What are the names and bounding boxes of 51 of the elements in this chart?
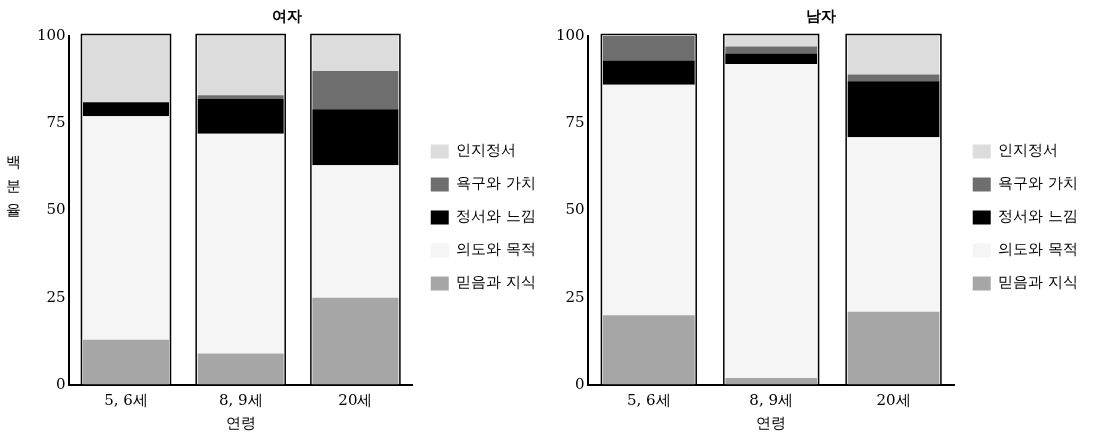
bar [725,36,818,47]
y-tick-label: 0 [575,374,585,393]
x-tick-label: 8, 9세 [218,390,263,409]
legend-label: 의도와 목적 [998,240,1079,259]
legend-label: 욕구와 가치 [998,174,1079,193]
x-tick-label: 8, 9세 [749,390,793,409]
bar [312,297,399,385]
bar [197,36,284,96]
legend-label: 의도와 목적 [456,240,537,259]
bar [725,46,818,54]
legend-label: 믿음과 지식 [456,273,537,292]
bar [312,70,399,110]
y-tick-label: 0 [56,374,66,393]
legend-label: 정서와 느낌 [456,207,537,226]
y-tick-label: 75 [565,113,585,132]
bar [602,315,695,385]
y-tick-label: 100 [36,25,66,44]
x-axis-title: 연령 [756,413,787,432]
legend-label: 욕구와 가치 [456,174,537,193]
bar [602,36,695,61]
bar [602,84,695,316]
legend-label: 인지정서 [998,141,1059,160]
x-tick-label: 20세 [876,390,911,409]
bar [847,74,940,82]
bar [312,36,399,71]
y-tick-label: 50 [565,200,585,219]
bar [82,116,169,340]
bar [847,36,940,75]
legend-label: 믿음과 지식 [998,273,1079,292]
legend-label: 정서와 느낌 [998,207,1079,226]
bar [197,133,284,354]
y-tick-label: 50 [46,200,66,219]
chart-title: 여자 [271,6,302,25]
chart-title: 남자 [805,6,836,25]
bar [847,311,940,385]
x-tick-label: 5, 6세 [104,390,148,409]
y-tick-label: 25 [565,287,585,306]
bar [82,36,169,103]
bar [847,137,940,312]
legend-label: 인지정서 [456,141,517,160]
bar [197,95,284,99]
y-tick-label: 25 [46,287,66,306]
bar [197,353,284,385]
x-tick-label: 20세 [338,390,373,409]
bar [312,165,399,298]
y-axis-title: 백분율 [4,152,22,221]
y-tick-label: 100 [555,25,585,44]
y-tick-label: 75 [46,113,66,132]
x-tick-label: 5, 6세 [627,390,671,409]
x-axis-title: 연령 [225,413,256,432]
bar [82,339,169,385]
